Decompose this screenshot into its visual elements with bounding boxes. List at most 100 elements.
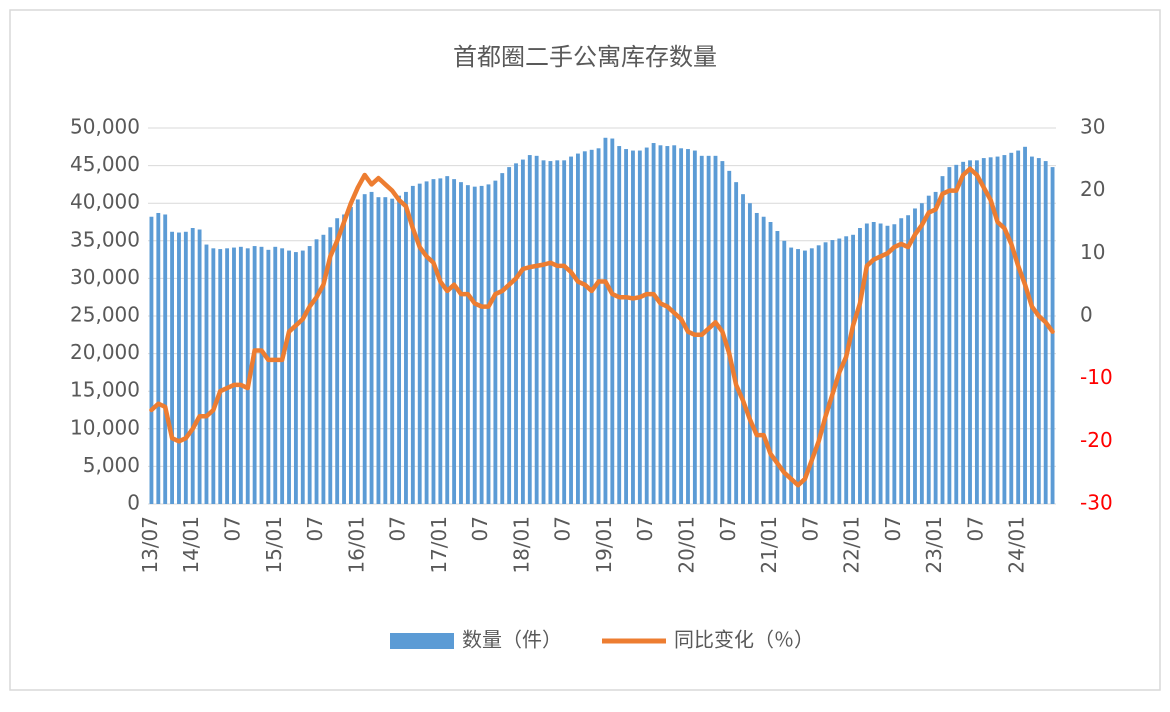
bar (438, 178, 443, 504)
x-tick-label: 22/01 (840, 516, 864, 574)
bar (238, 246, 243, 505)
x-tick-label: 07 (963, 516, 987, 541)
legend-swatch (390, 633, 454, 649)
x-tick-label: 17/01 (427, 516, 451, 574)
y2-tick-label: -30 (1080, 491, 1113, 515)
bar (225, 248, 230, 504)
bar (864, 223, 869, 504)
bar (603, 137, 608, 504)
bar (926, 195, 931, 504)
x-tick-label: 07 (551, 516, 575, 541)
y2-tick-label: -20 (1080, 428, 1113, 452)
bar (582, 151, 587, 504)
bar (232, 247, 236, 504)
bar (809, 248, 814, 504)
bar (761, 216, 766, 504)
bar (651, 143, 656, 505)
bar (163, 214, 168, 505)
bar (266, 249, 271, 504)
y-tick-label: 0 (127, 491, 140, 515)
bar (816, 245, 821, 504)
bar (170, 231, 175, 504)
bar (520, 159, 525, 505)
bar (961, 161, 966, 504)
bar (906, 215, 911, 504)
bar (1002, 155, 1007, 504)
bar (548, 161, 553, 504)
bar (768, 222, 773, 504)
bar (335, 218, 340, 505)
bar (644, 147, 649, 504)
bar (156, 212, 161, 504)
bar (734, 182, 739, 505)
bar (974, 160, 979, 504)
bar (892, 224, 897, 505)
bar (300, 250, 305, 504)
y2-tick-label: 10 (1080, 240, 1105, 264)
bar (851, 234, 856, 504)
bar (631, 150, 635, 504)
bar (624, 149, 629, 504)
bar (445, 176, 450, 505)
y2-tick-label: 20 (1080, 177, 1105, 201)
bar (1036, 158, 1041, 504)
bar (479, 185, 484, 505)
y-tick-label: 25,000 (70, 303, 140, 327)
bar (589, 149, 594, 505)
bar (397, 195, 402, 504)
bar (878, 223, 883, 504)
bar (369, 191, 374, 505)
y-tick-label: 20,000 (70, 340, 140, 364)
bar (307, 246, 312, 504)
bar (555, 160, 560, 504)
x-tick-label: 15/01 (262, 516, 286, 574)
bar (404, 191, 408, 505)
bar (995, 156, 1000, 505)
x-tick-label: 23/01 (922, 516, 946, 574)
y-tick-label: 10,000 (70, 415, 140, 439)
bar (823, 242, 828, 504)
bar (218, 249, 223, 504)
bar (273, 246, 278, 505)
y-tick-label: 40,000 (70, 190, 140, 214)
bar (569, 156, 573, 505)
bar (699, 155, 704, 504)
bar (988, 157, 993, 504)
y2-tick-label: 0 (1080, 303, 1093, 327)
bar (830, 240, 835, 504)
bar (376, 197, 381, 504)
bar (617, 146, 622, 504)
bar (486, 184, 491, 504)
bar (954, 164, 959, 504)
bar (665, 146, 670, 504)
bar (197, 229, 202, 504)
bar (789, 247, 794, 504)
bar (417, 183, 422, 504)
legend-label: 同比变化（％） (674, 628, 814, 652)
bar (177, 232, 181, 504)
bar (534, 155, 539, 504)
bar (947, 167, 952, 504)
y-tick-label: 15,000 (70, 378, 140, 402)
bar (390, 198, 395, 505)
x-tick-label: 07 (798, 516, 822, 541)
bar (754, 212, 759, 504)
bar (431, 179, 436, 505)
bar (280, 248, 285, 504)
bar (1016, 150, 1021, 504)
bar (342, 214, 346, 505)
bar (211, 248, 216, 504)
x-tick-label: 18/01 (509, 516, 533, 574)
bar (885, 225, 890, 504)
legend-label: 数量（件） (462, 628, 562, 652)
bar (919, 203, 924, 504)
x-tick-label: 07 (716, 516, 740, 541)
line (149, 166, 1055, 488)
bar (541, 160, 546, 504)
bar (507, 167, 512, 504)
bar (204, 244, 209, 504)
bar (1009, 152, 1014, 505)
bar (575, 153, 580, 504)
bar (259, 246, 264, 505)
